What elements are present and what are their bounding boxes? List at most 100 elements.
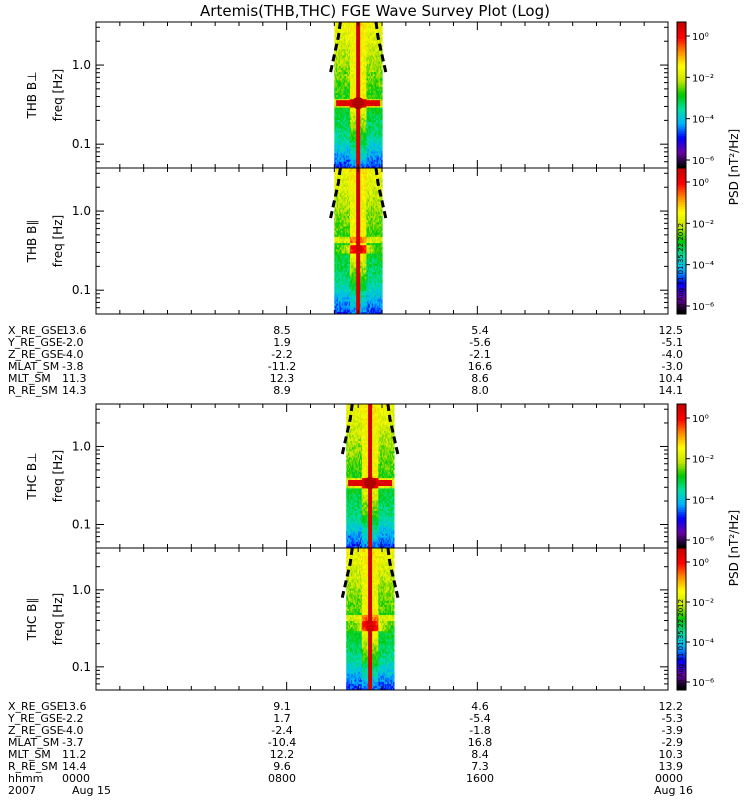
psd-cell [373,78,376,81]
psd-cell [379,163,381,167]
psd-cell [350,132,353,136]
psd-cell [373,138,376,142]
psd-cell [371,165,373,168]
psd-cell [345,203,347,207]
psd-cell [371,157,374,161]
psd-cell [349,134,352,138]
psd-cell [370,149,372,152]
psd-cell [334,284,336,288]
psd-cell [347,134,349,138]
psd-cell [334,72,336,75]
psd-cell [369,63,371,67]
psd-cell [345,220,347,223]
psd-cell [374,122,377,125]
psd-cell [377,84,379,88]
psd-cell [345,259,347,263]
psd-cell [338,295,341,298]
psd-cell [347,157,349,161]
psd-cell [346,301,348,305]
psd-cell [340,117,343,121]
psd-cell [377,69,379,73]
psd-cell [349,113,352,117]
psd-cell [345,286,347,290]
psd-cell [337,174,339,177]
psd-cell [343,155,346,159]
psd-cell [340,161,343,165]
psd-cell [378,65,380,69]
psd-cell [376,107,379,111]
psd-cell [364,57,367,61]
psd-cell [353,44,356,48]
psd-cell [334,84,336,88]
psd-cell [362,44,365,48]
psd-cell [337,69,339,73]
psd-cell [343,180,346,184]
psd-cell [350,28,353,31]
psd-cell [379,28,381,31]
psd-cell [345,136,347,140]
psd-cell [360,111,362,115]
psd-cell [347,180,349,184]
psd-cell [338,311,340,314]
psd-cell [341,295,344,298]
psd-cell [342,282,345,286]
psd-cell [341,161,344,165]
psd-cell [348,84,350,88]
psd-cell [338,136,340,140]
psd-cell [337,26,339,29]
psd-cell [335,132,337,136]
psd-cell [343,74,346,77]
psd-cell [348,228,350,232]
psd-cell [378,32,380,36]
psd-cell [352,163,355,167]
psd-cell [349,228,351,232]
psd-cell [360,90,363,94]
psd-cell [378,38,380,42]
psd-cell [344,111,346,115]
psd-cell [344,305,346,309]
psd-cell [375,136,378,140]
psd-cell [375,113,378,117]
psd-cell [349,288,351,292]
psd-cell [373,136,376,140]
psd-cell [338,305,340,309]
psd-cell [343,126,346,129]
psd-cell [362,105,365,109]
psd-cell [364,26,367,29]
psd-cell [344,140,346,144]
psd-cell [368,145,370,148]
psd-cell [379,136,381,140]
psd-cell [345,251,347,255]
psd-cell [369,57,371,61]
psd-cell [334,209,336,213]
psd-cell [380,124,382,127]
psd-cell [374,159,377,163]
psd-cell [339,44,342,48]
psd-cell [350,84,353,88]
psd-cell [347,95,349,98]
psd-cell [349,49,352,52]
psd-cell [361,117,364,121]
psd-cell [376,142,379,146]
psd-cell [364,115,367,119]
psd-cell [334,311,336,314]
psd-cell [335,241,337,244]
psd-cell [349,30,351,34]
psd-cell [378,26,380,29]
psd-cell [349,215,352,219]
center-line [356,22,361,168]
psd-cell [339,165,342,168]
psd-cell [337,288,339,292]
psd-cell [379,159,381,163]
psd-cell [342,270,345,273]
psd-cell [374,36,377,40]
psd-cell [340,234,343,238]
psd-cell [366,86,368,90]
psd-cell [372,151,375,154]
psd-cell [335,115,337,119]
psd-cell [372,80,375,84]
psd-cell [373,30,376,34]
psd-cell [363,49,366,52]
psd-cell [379,76,381,79]
psd-cell [337,259,339,263]
